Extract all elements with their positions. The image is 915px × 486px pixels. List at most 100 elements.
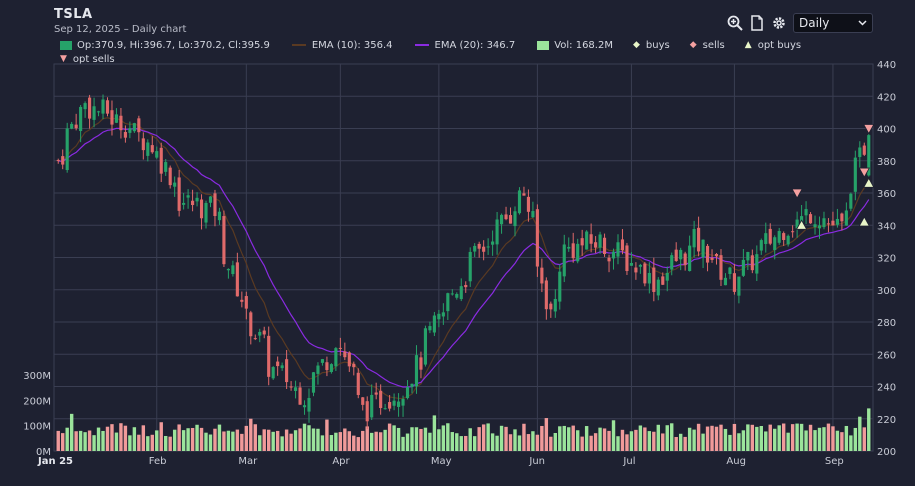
- volume-bar: [446, 423, 450, 451]
- opt-buy-marker: [863, 177, 875, 188]
- candle-body: [723, 277, 728, 286]
- candle-body: [432, 315, 436, 333]
- volume-bar: [490, 433, 495, 451]
- volume-bar: [468, 428, 472, 451]
- candle-body: [544, 280, 548, 310]
- volume-bar: [781, 423, 786, 451]
- zoom-icon[interactable]: [727, 15, 743, 31]
- price-tick-label: 200: [877, 447, 896, 458]
- volume-bar: [696, 423, 701, 451]
- candle: [786, 234, 790, 247]
- volume-bar: [137, 434, 141, 451]
- volume-bar: [670, 423, 674, 451]
- candle-body: [504, 214, 508, 220]
- volume-bar: [150, 434, 154, 451]
- volume-bar: [822, 427, 826, 451]
- candle: [705, 243, 710, 272]
- candle: [576, 238, 580, 264]
- volume-bar: [643, 427, 647, 451]
- candle: [119, 108, 123, 139]
- candle-body: [638, 264, 642, 267]
- settings-icon[interactable]: [771, 15, 787, 31]
- candle: [356, 368, 360, 399]
- candle-body: [531, 211, 535, 218]
- candle-body: [414, 355, 419, 387]
- candle: [728, 266, 732, 280]
- candle: [585, 230, 589, 250]
- candle: [150, 136, 154, 154]
- volume-bar: [275, 430, 280, 451]
- candle: [549, 301, 553, 318]
- volume-bar: [271, 431, 275, 451]
- legend-ema10: EMA (10): 356.4: [291, 40, 393, 51]
- candle-body: [320, 359, 325, 363]
- candle-body: [499, 214, 504, 225]
- candle: [589, 223, 593, 253]
- candle: [61, 149, 65, 170]
- candle: [580, 229, 584, 256]
- candle: [70, 121, 74, 130]
- volume-bar: [495, 435, 499, 451]
- interval-select[interactable]: Daily: [793, 13, 873, 33]
- candle-body: [867, 135, 871, 176]
- volume-bar: [61, 433, 65, 451]
- volume-bar: [598, 427, 602, 451]
- volume-bar: [356, 437, 360, 451]
- volume-bar: [307, 425, 311, 451]
- volume-bar: [849, 435, 853, 451]
- candle-body: [410, 383, 414, 388]
- candle: [513, 206, 517, 237]
- volume-bar: [164, 435, 168, 451]
- candle: [826, 218, 831, 233]
- legend-buys: ◆ buys: [633, 40, 670, 51]
- volume-bar: [450, 432, 455, 451]
- document-icon[interactable]: [749, 15, 765, 31]
- volume-bar: [674, 436, 678, 451]
- candle-body: [728, 267, 732, 274]
- candle-body: [455, 293, 459, 298]
- candle: [294, 380, 298, 399]
- candle-body: [96, 111, 101, 113]
- volume-bar: [464, 435, 468, 451]
- volume-bar: [638, 425, 643, 451]
- volume-bar: [334, 432, 338, 451]
- volume-bar: [123, 425, 128, 451]
- candle-body: [643, 263, 647, 284]
- candle-body: [786, 235, 790, 245]
- volume-bar: [808, 424, 813, 451]
- candle: [267, 326, 271, 386]
- candle-body: [217, 211, 222, 221]
- candle-body: [222, 216, 226, 265]
- candle: [840, 212, 844, 231]
- candle: [692, 220, 696, 258]
- volume-bar: [155, 430, 159, 451]
- volume-bar: [853, 427, 858, 451]
- volume-bar: [620, 429, 625, 451]
- candle-body: [750, 255, 754, 271]
- opt-buy-marker: [795, 219, 808, 230]
- volume-bar: [159, 422, 163, 451]
- volume-bar: [683, 436, 687, 451]
- volume-bar: [65, 427, 69, 451]
- candle-body: [616, 242, 620, 257]
- volume-bar: [558, 426, 562, 451]
- candle-body: [119, 115, 123, 131]
- opt-sell-marker: [791, 188, 803, 199]
- candle-body: [602, 237, 607, 255]
- candle-body: [114, 114, 119, 123]
- volume-bar: [146, 436, 150, 451]
- candle: [598, 231, 602, 254]
- candle-body: [325, 362, 329, 371]
- price-tick-label: 240: [877, 383, 896, 394]
- candle: [688, 235, 692, 272]
- volume-bar: [481, 424, 486, 451]
- volume-bar: [553, 432, 558, 451]
- candle: [105, 97, 110, 117]
- time-tick-label: Sep: [825, 456, 844, 467]
- candle-body: [352, 363, 356, 368]
- candle: [101, 94, 105, 120]
- candle-body: [571, 243, 575, 259]
- candle-body: [508, 215, 513, 224]
- candle: [813, 215, 817, 235]
